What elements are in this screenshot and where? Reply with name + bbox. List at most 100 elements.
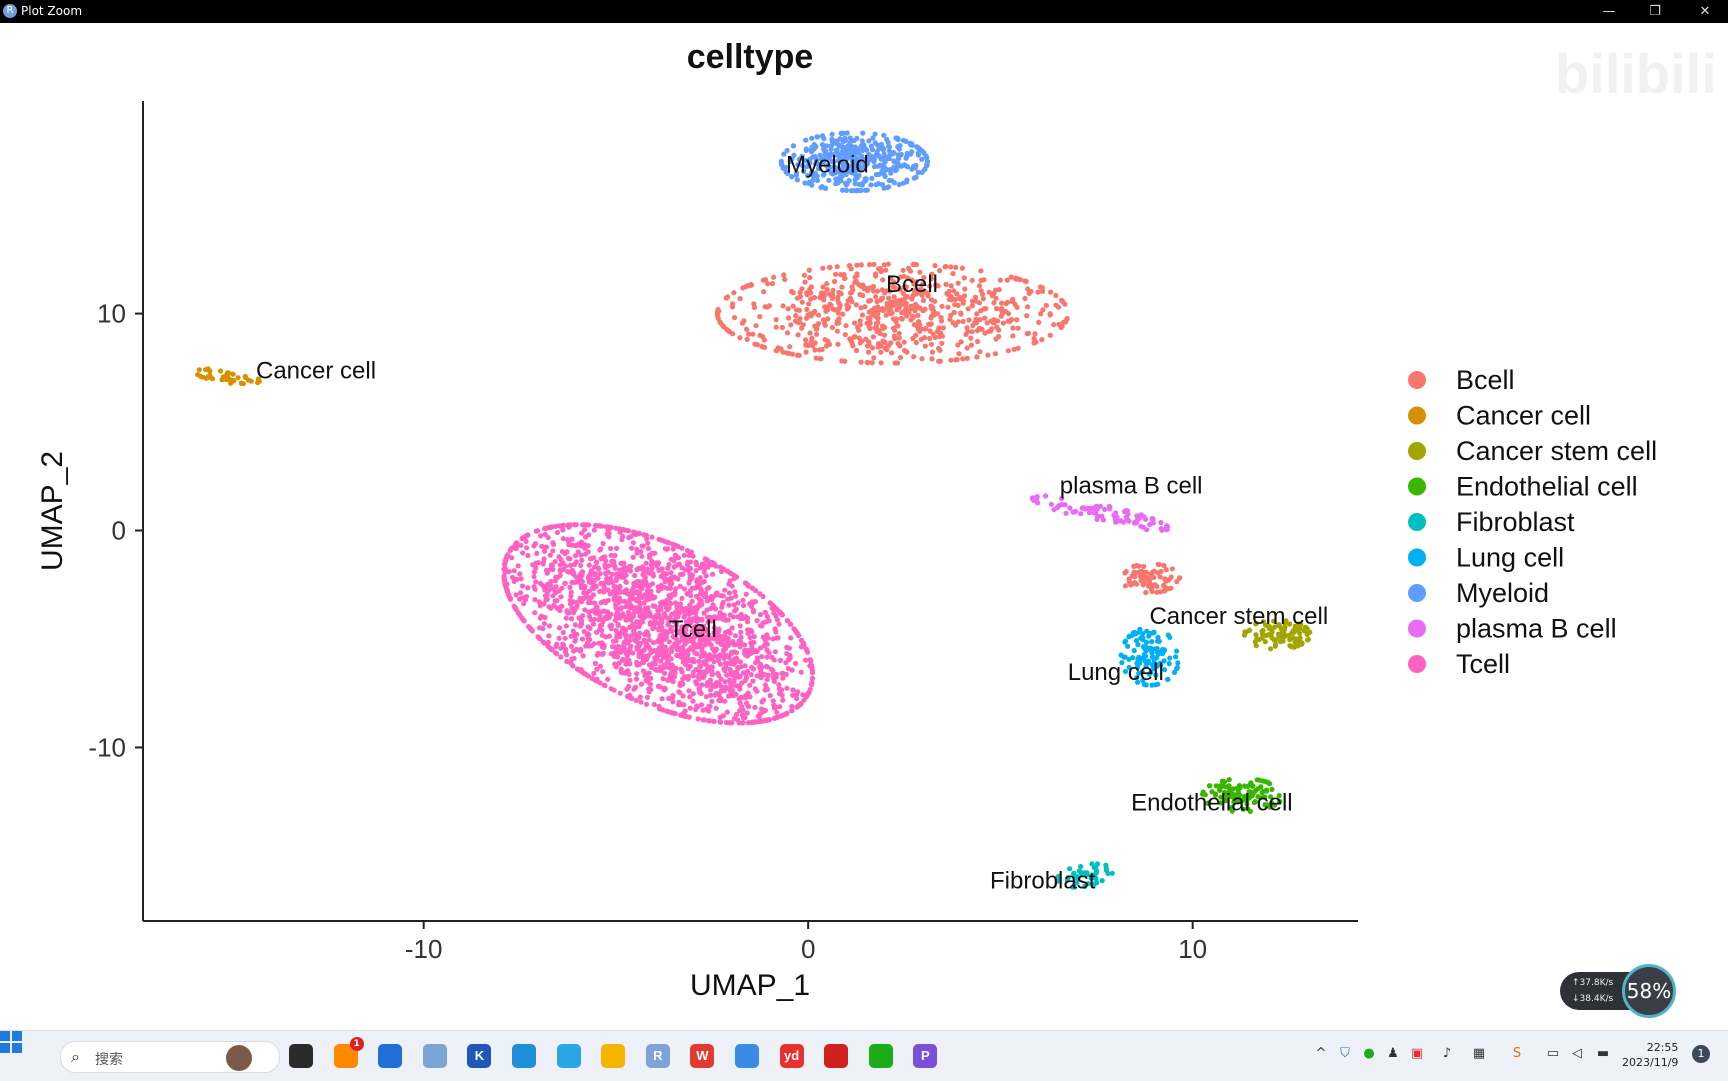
sogou-tray-icon[interactable]: S bbox=[1512, 1046, 1522, 1061]
point bbox=[743, 675, 750, 681]
network-icon[interactable]: ▭ bbox=[1546, 1046, 1560, 1061]
microphone-icon[interactable]: ♪ bbox=[1442, 1046, 1452, 1061]
qq-tray-icon[interactable]: ♟ bbox=[1387, 1046, 1399, 1061]
point bbox=[772, 626, 778, 632]
point bbox=[982, 315, 988, 321]
point bbox=[824, 281, 830, 287]
p-app-icon[interactable]: P bbox=[913, 1044, 938, 1068]
x-tick-label: 10 bbox=[1178, 934, 1207, 964]
point bbox=[515, 563, 521, 569]
point bbox=[586, 573, 592, 579]
point bbox=[1131, 647, 1137, 654]
point bbox=[693, 706, 699, 713]
point bbox=[600, 669, 606, 675]
point bbox=[610, 588, 617, 594]
point bbox=[645, 540, 651, 546]
point bbox=[1148, 645, 1154, 651]
point bbox=[896, 335, 902, 341]
point bbox=[959, 295, 965, 301]
point bbox=[635, 565, 642, 572]
youdao-icon[interactable]: yd bbox=[779, 1044, 804, 1068]
point bbox=[839, 358, 845, 364]
point bbox=[643, 629, 650, 635]
point bbox=[980, 296, 987, 302]
point bbox=[761, 337, 768, 343]
point bbox=[571, 570, 577, 576]
point bbox=[540, 639, 546, 645]
battery-icon[interactable]: ▬ bbox=[1596, 1046, 1610, 1061]
shield-icon[interactable]: ⛉ bbox=[1340, 1046, 1350, 1061]
wps-icon[interactable]: W bbox=[690, 1044, 715, 1068]
r-app-icon[interactable]: R bbox=[645, 1044, 670, 1068]
point bbox=[630, 650, 636, 656]
point bbox=[628, 545, 635, 551]
minimize-button[interactable]: — bbox=[1602, 4, 1616, 19]
point bbox=[771, 657, 777, 663]
point bbox=[946, 296, 953, 302]
point bbox=[837, 136, 843, 142]
folder-icon[interactable] bbox=[601, 1044, 626, 1068]
network-speed-widget[interactable]: ↑37.8K/s ↓38.4K/s 58% bbox=[1560, 962, 1680, 1018]
point bbox=[712, 606, 719, 612]
point bbox=[1140, 569, 1146, 575]
point bbox=[809, 144, 815, 150]
point bbox=[687, 602, 693, 608]
point bbox=[1039, 288, 1046, 294]
point bbox=[1134, 517, 1140, 523]
point bbox=[1290, 635, 1297, 641]
point bbox=[803, 147, 809, 153]
input-method-icon[interactable]: ▦ bbox=[1472, 1046, 1486, 1061]
youdao-tray-icon[interactable]: ▣ bbox=[1410, 1046, 1424, 1061]
point bbox=[718, 688, 724, 694]
close-button[interactable]: ✕ bbox=[1699, 4, 1711, 19]
wechat-tray-icon[interactable]: ● bbox=[1363, 1046, 1375, 1061]
point bbox=[807, 275, 813, 281]
tray-clock[interactable]: 22:55 2023/11/9 bbox=[1622, 1040, 1678, 1070]
windows-start-icon[interactable] bbox=[0, 1031, 22, 1053]
file-manager-icon[interactable] bbox=[289, 1044, 313, 1068]
point bbox=[573, 543, 579, 549]
point bbox=[502, 559, 508, 565]
point bbox=[1173, 654, 1179, 660]
point bbox=[749, 629, 755, 635]
nk-app-icon[interactable]: K bbox=[467, 1044, 492, 1068]
point bbox=[719, 634, 725, 640]
notification-center-icon[interactable]: 1 bbox=[1692, 1045, 1710, 1063]
point bbox=[761, 697, 767, 703]
point bbox=[824, 143, 830, 149]
record-icon[interactable] bbox=[824, 1044, 849, 1068]
point bbox=[719, 568, 725, 575]
point bbox=[885, 139, 891, 145]
notepad-icon[interactable] bbox=[735, 1044, 759, 1068]
point bbox=[675, 614, 681, 620]
tray-overflow-chevron-icon[interactable]: ^ bbox=[1315, 1046, 1327, 1061]
browser-icon[interactable] bbox=[556, 1044, 581, 1068]
point bbox=[685, 657, 691, 664]
point bbox=[520, 550, 526, 556]
point bbox=[604, 524, 610, 530]
point bbox=[928, 276, 935, 282]
point bbox=[701, 669, 707, 676]
taskbar-search-box[interactable]: ⌕ 搜索 bbox=[60, 1041, 280, 1073]
chart-app-icon[interactable] bbox=[422, 1044, 447, 1068]
point bbox=[701, 561, 707, 567]
point bbox=[842, 138, 848, 144]
store-icon[interactable] bbox=[378, 1044, 403, 1068]
point bbox=[870, 334, 877, 340]
point bbox=[903, 138, 909, 144]
edge-icon[interactable] bbox=[512, 1044, 536, 1068]
point bbox=[836, 142, 842, 148]
point bbox=[784, 651, 790, 657]
point bbox=[999, 310, 1006, 316]
notification-app-icon[interactable]: 1 bbox=[333, 1037, 364, 1068]
point bbox=[534, 528, 540, 534]
wechat-icon[interactable] bbox=[868, 1044, 893, 1068]
point bbox=[573, 522, 579, 528]
volume-icon[interactable]: ◁ bbox=[1572, 1046, 1582, 1061]
point bbox=[522, 597, 529, 603]
point bbox=[1009, 298, 1015, 304]
point bbox=[618, 666, 624, 672]
maximize-button[interactable]: ❐ bbox=[1649, 4, 1661, 19]
point bbox=[568, 562, 574, 569]
